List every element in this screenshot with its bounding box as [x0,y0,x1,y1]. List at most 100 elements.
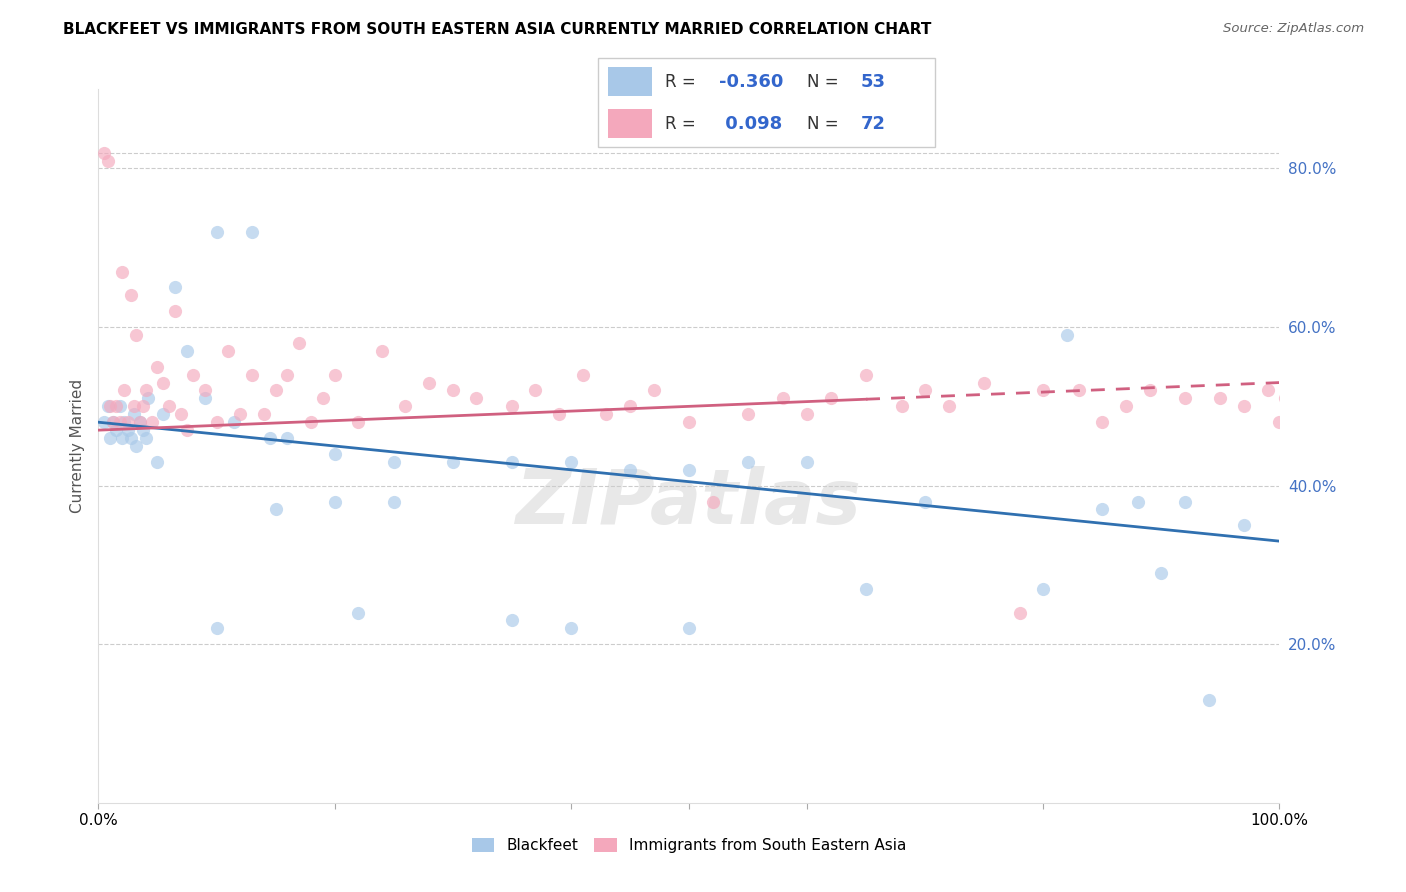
Point [229,407,252,421]
Text: Source: ZipAtlas.com: Source: ZipAtlas.com [1223,22,1364,36]
Point [323,447,346,461]
Point [501,400,523,414]
Point [560,621,582,635]
Point [1115,400,1137,414]
Point [1274,392,1296,406]
Point [1233,400,1256,414]
Point [678,463,700,477]
Point [1056,328,1078,343]
Point [128,415,150,429]
Point [465,392,488,406]
Point [1279,368,1302,382]
Point [97,153,120,168]
Point [101,415,124,429]
Point [524,384,547,398]
Text: -0.360: -0.360 [718,72,783,91]
Point [890,400,912,414]
Point [619,400,641,414]
Point [441,455,464,469]
Point [914,494,936,508]
Point [264,502,287,516]
Point [170,407,193,421]
Point [1091,502,1114,516]
Point [1067,384,1090,398]
Point [97,400,120,414]
Point [1174,392,1197,406]
Point [181,368,204,382]
Point [820,392,842,406]
Point [176,423,198,437]
Point [1091,415,1114,429]
Point [259,431,281,445]
Point [737,407,759,421]
Point [772,392,794,406]
Point [264,384,287,398]
Point [737,455,759,469]
Point [371,343,394,358]
Point [276,431,298,445]
Point [108,400,131,414]
Y-axis label: Currently Married: Currently Married [69,379,84,513]
Point [194,384,217,398]
Point [1257,384,1279,398]
Point [619,463,641,477]
Point [117,423,139,437]
Point [205,225,228,239]
Point [240,225,263,239]
Point [105,423,128,437]
Point [253,407,276,421]
Point [973,376,995,390]
Point [152,407,174,421]
Text: 53: 53 [860,72,886,91]
Point [394,400,416,414]
Point [548,407,571,421]
Point [1150,566,1173,580]
Point [323,494,346,508]
Legend: Blackfeet, Immigrants from South Eastern Asia: Blackfeet, Immigrants from South Eastern… [465,832,912,859]
Point [132,400,155,414]
Point [382,494,405,508]
Point [132,423,155,437]
FancyBboxPatch shape [598,58,935,147]
Point [560,455,582,469]
Point [299,415,322,429]
Point [240,368,263,382]
Point [1032,384,1054,398]
Point [312,392,335,406]
Point [796,407,818,421]
Point [122,400,145,414]
Point [112,415,135,429]
Point [1198,692,1220,706]
Point [125,439,148,453]
Point [1139,384,1161,398]
Point [135,431,157,445]
Point [347,606,370,620]
Point [1174,494,1197,508]
Point [914,384,936,398]
Point [112,384,135,398]
Point [121,431,143,445]
Point [146,359,169,374]
Point [288,335,311,350]
Point [855,582,877,596]
Point [205,621,228,635]
Point [111,431,134,445]
Point [128,415,150,429]
Point [441,384,464,398]
Text: 0.098: 0.098 [718,114,782,133]
Point [165,304,187,318]
Bar [607,67,651,96]
Point [501,455,523,469]
Point [323,368,346,382]
Point [93,145,115,160]
Point [224,415,246,429]
Point [135,384,157,398]
Point [1008,606,1031,620]
Text: N =: N = [807,72,844,91]
Text: ZIPatlas: ZIPatlas [516,467,862,540]
Text: R =: R = [665,114,702,133]
Point [1209,392,1232,406]
Point [1233,518,1256,533]
Point [146,455,169,469]
Point [1032,582,1054,596]
